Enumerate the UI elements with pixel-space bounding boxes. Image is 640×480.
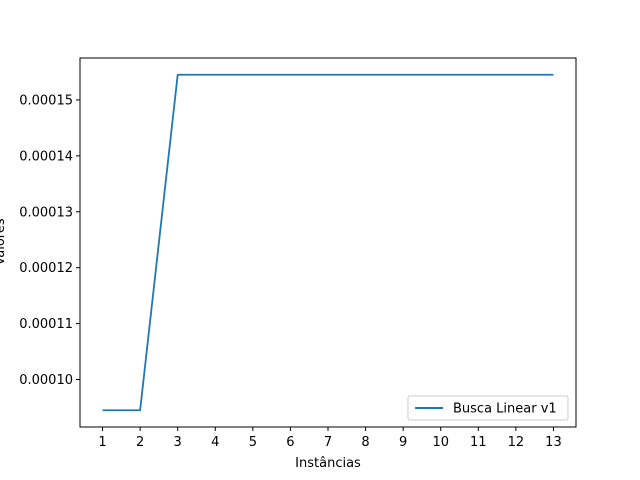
x-tick-label: 5: [249, 435, 257, 450]
x-tick-label: 12: [508, 435, 525, 450]
y-tick-label: 0.00010: [19, 373, 73, 388]
x-tick-label: 2: [136, 435, 144, 450]
x-tick-label: 9: [399, 435, 407, 450]
x-axis-label: Instâncias: [295, 456, 361, 471]
y-axis-label: Valores: [0, 218, 8, 265]
y-tick-label: 0.00014: [19, 149, 73, 164]
y-tick-label: 0.00011: [19, 317, 73, 332]
series-line: [102, 73, 554, 412]
x-tick-label: 7: [324, 435, 332, 450]
x-tick-label: 10: [432, 435, 449, 450]
plot-area: [79, 57, 577, 428]
x-axis: 1 2 3 4 5 6 7 8 9 10 11 12 13: [98, 427, 562, 450]
series-layer: [102, 73, 554, 412]
x-tick-label: 3: [174, 435, 182, 450]
legend-box: [407, 395, 569, 421]
x-tick-label: 6: [286, 435, 294, 450]
legend-label: Busca Linear v1: [453, 402, 557, 417]
legend: Busca Linear v1: [407, 395, 569, 421]
y-tick-label: 0.00012: [19, 261, 73, 276]
x-tick-label: 13: [545, 435, 562, 450]
x-tick-label: 8: [361, 435, 369, 450]
x-tick-label: 1: [98, 435, 106, 450]
x-tick-label: 11: [470, 435, 487, 450]
x-tick-label: 4: [211, 435, 219, 450]
y-tick-label: 0.00013: [19, 205, 73, 220]
y-tick-label: 0.00015: [19, 93, 73, 108]
y-axis: 0.00010 0.00011 0.00012 0.00013 0.00014 0.000…: [19, 93, 80, 388]
